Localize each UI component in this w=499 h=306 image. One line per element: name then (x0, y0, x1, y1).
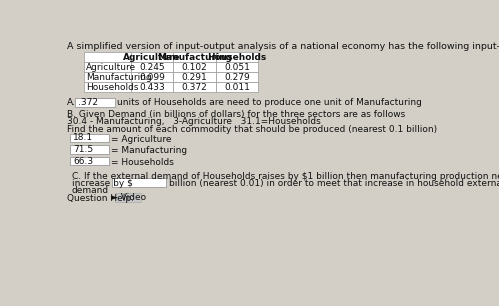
Bar (131, 62, 173, 72)
Bar (173, 62, 216, 72)
Bar (75, 98, 115, 107)
Bar (131, 72, 173, 82)
Text: 0.051: 0.051 (224, 63, 250, 72)
Bar (216, 72, 258, 82)
Text: 0.433: 0.433 (139, 83, 165, 92)
Text: 0.011: 0.011 (224, 83, 250, 92)
Bar (70, 134, 109, 142)
Bar (70, 145, 109, 154)
Bar (173, 82, 216, 92)
Bar (131, 82, 173, 92)
Text: 71.5: 71.5 (73, 145, 93, 154)
Bar (84, 72, 131, 82)
Text: Manufacturing: Manufacturing (157, 53, 232, 62)
Text: increase by $: increase by $ (72, 179, 133, 188)
Text: 18.1: 18.1 (73, 133, 93, 143)
Text: C. If the external demand of Households raises by $1 billion then manufacturing : C. If the external demand of Households … (72, 172, 499, 181)
Text: Find the amount of each commodity that should be produced (nearest 0.1 billion): Find the amount of each commodity that s… (67, 125, 437, 134)
Bar (173, 52, 216, 62)
Text: Agriculture: Agriculture (86, 63, 137, 72)
Text: = Manufacturing: = Manufacturing (111, 146, 187, 155)
Text: Manufacturing: Manufacturing (86, 73, 152, 82)
Text: Households: Households (208, 53, 267, 62)
Text: 0.099: 0.099 (139, 73, 165, 82)
Text: units of Households are need to produce one unit of Manufacturing: units of Households are need to produce … (117, 98, 422, 107)
Bar (84, 62, 131, 72)
Text: = Agriculture: = Agriculture (111, 135, 172, 144)
Text: 0.245: 0.245 (139, 63, 165, 72)
Text: Question Help:: Question Help: (67, 194, 134, 203)
Bar (173, 72, 216, 82)
Text: A.: A. (67, 98, 76, 107)
Bar (70, 157, 109, 165)
Text: 66.3: 66.3 (73, 157, 93, 166)
Bar (216, 62, 258, 72)
Text: Agriculture: Agriculture (123, 53, 181, 62)
Bar (84, 52, 131, 62)
Text: Households: Households (86, 83, 139, 92)
Bar (216, 52, 258, 62)
Text: 0.291: 0.291 (182, 73, 208, 82)
Text: 0.279: 0.279 (224, 73, 250, 82)
Text: 0.102: 0.102 (182, 63, 208, 72)
Text: ► Video: ► Video (111, 193, 146, 202)
Bar (216, 82, 258, 92)
Bar (115, 193, 141, 201)
Text: = Households: = Households (111, 158, 174, 166)
Text: 30.4 - Manufacturing,   3-Agriculture   31.1=Households: 30.4 - Manufacturing, 3-Agriculture 31.1… (67, 117, 321, 126)
Text: B. Given Demand (in billions of dollars) for the three sectors are as follows: B. Given Demand (in billions of dollars)… (67, 110, 405, 119)
Text: 0.372: 0.372 (182, 83, 208, 92)
Bar (84, 82, 131, 92)
Bar (112, 178, 166, 187)
Text: billion (nearest 0.01) in order to meet that increase in household external: billion (nearest 0.01) in order to meet … (169, 179, 499, 188)
Text: A simplified version of input-output analysis of a national economy has the foll: A simplified version of input-output ana… (67, 42, 499, 51)
Text: demand: demand (72, 186, 109, 195)
Text: .372: .372 (78, 98, 98, 107)
Bar (131, 52, 173, 62)
